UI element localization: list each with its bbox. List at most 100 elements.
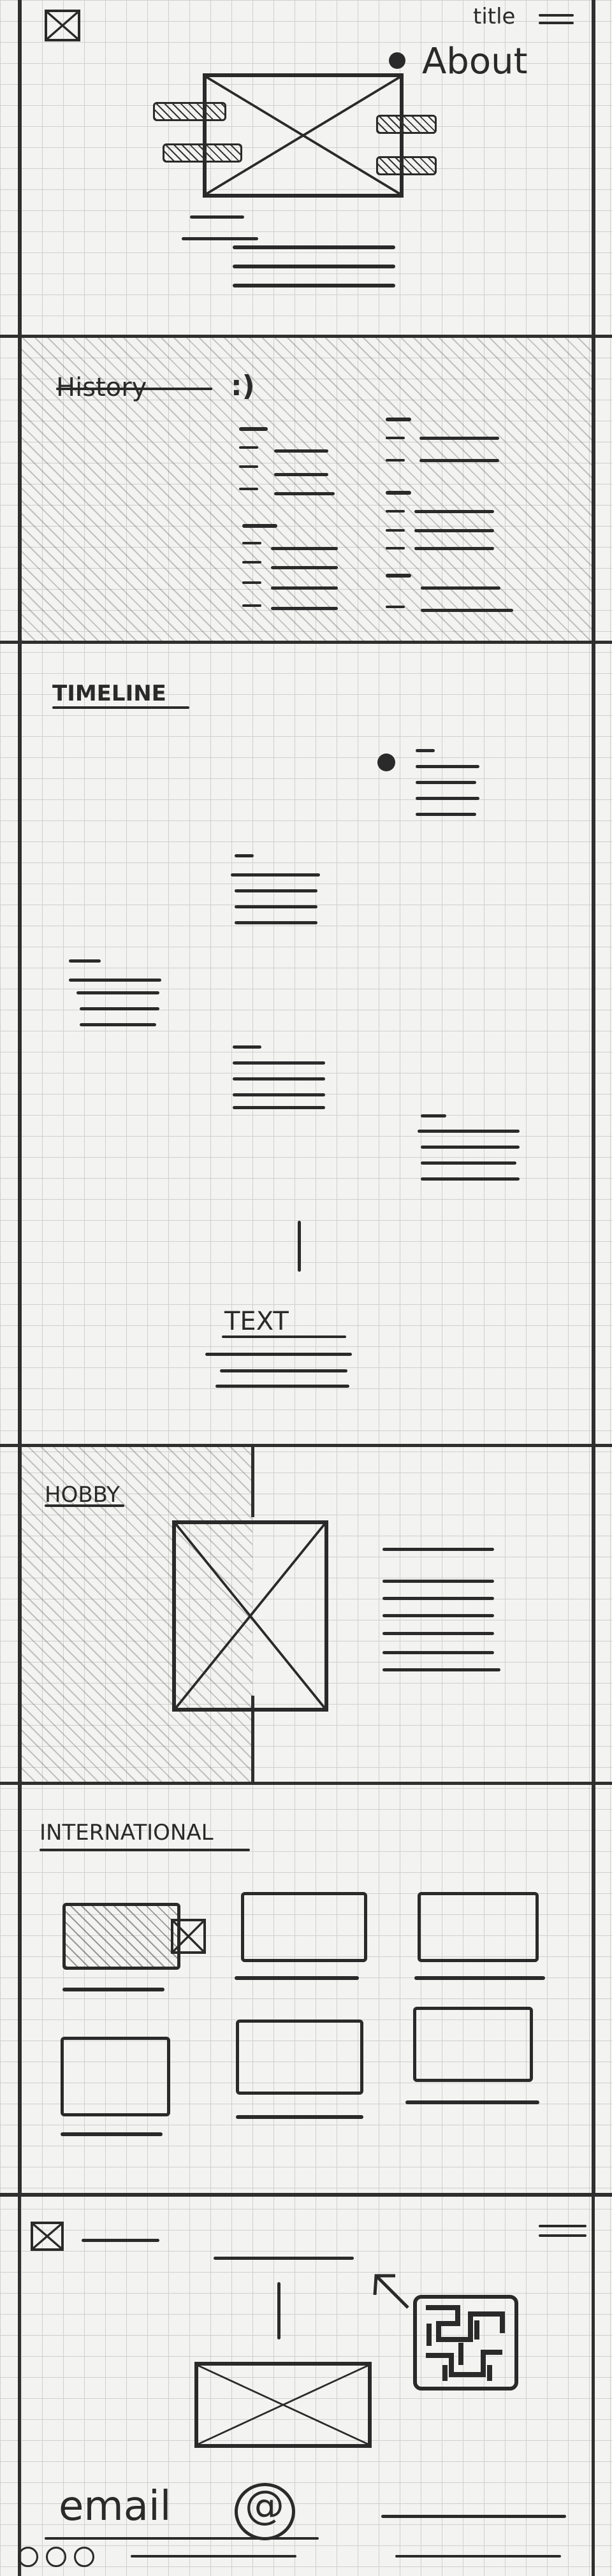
hobby-text-line-2 xyxy=(382,1580,494,1583)
hobby-image xyxy=(172,1520,328,1712)
timeline-event-2-line-4 xyxy=(235,921,317,924)
hobby-text-line-3 xyxy=(382,1597,494,1600)
international-card-6[interactable] xyxy=(413,2007,533,2082)
timeline-event-5-title xyxy=(421,1114,446,1117)
footer-menu-icon-line-1[interactable] xyxy=(539,2225,586,2227)
footer-heading-line xyxy=(214,2257,354,2260)
timeline-event-3-line-1 xyxy=(69,979,161,982)
international-card-6-caption xyxy=(405,2100,539,2104)
hobby-text-line-6 xyxy=(382,1651,494,1654)
history-left-item-8 xyxy=(242,581,261,584)
hero-tag-left-1[interactable] xyxy=(153,102,226,121)
footer-email-input-line[interactable] xyxy=(381,2515,566,2518)
footer-email-label: email xyxy=(59,2483,171,2530)
international-card-4[interactable] xyxy=(61,2037,170,2116)
international-card-1-caption xyxy=(62,1988,164,1991)
history-left-line-6 xyxy=(271,586,338,590)
timeline-event-5-line-4 xyxy=(421,1177,520,1181)
timeline-heading: TIMELINE xyxy=(52,681,166,706)
international-card-2[interactable] xyxy=(241,1892,367,1962)
timeline-event-5-line-2 xyxy=(421,1146,520,1149)
history-right-line-6 xyxy=(421,586,500,590)
timeline-event-4-line-4 xyxy=(233,1106,325,1109)
history-left-line-2 xyxy=(274,473,328,476)
timeline-event-5-line-3 xyxy=(421,1161,516,1165)
footer-social-icon-2[interactable] xyxy=(46,2547,66,2567)
history-right-item-7 xyxy=(386,547,405,549)
hobby-text-line-5 xyxy=(382,1632,494,1635)
history-right-item-1 xyxy=(386,418,411,421)
hero-text-line-2 xyxy=(233,265,395,268)
footer-right-border xyxy=(592,2197,595,2576)
timeline-heading-underline xyxy=(52,706,189,709)
footer-logo-icon[interactable] xyxy=(31,2222,64,2251)
timeline-text-label: TEXT xyxy=(224,1307,289,1336)
international-card-5[interactable] xyxy=(236,2019,363,2095)
timeline-event-1-line-1 xyxy=(416,765,479,768)
footer-social-icon-3[interactable] xyxy=(74,2547,94,2567)
footer-menu-icon-line-2[interactable] xyxy=(539,2234,586,2237)
timeline-event-2-line-3 xyxy=(235,905,317,908)
international-card-3-caption xyxy=(414,1976,545,1980)
history-right-line-4 xyxy=(414,529,494,532)
history-left-line-7 xyxy=(271,607,338,610)
about-bullet-icon xyxy=(389,52,405,69)
frame-left-border xyxy=(18,0,22,2193)
section-divider-3 xyxy=(0,1444,612,1447)
timeline-event-2-line-1 xyxy=(231,873,320,877)
hero-caption-line-1 xyxy=(190,215,244,219)
section-divider-1 xyxy=(0,335,612,338)
footer-underline-3 xyxy=(395,2555,561,2558)
timeline-event-3-line-4 xyxy=(80,1023,156,1026)
section-divider-2 xyxy=(0,641,612,644)
timeline-event-3-line-3 xyxy=(80,1007,159,1010)
timeline-event-4-line-1 xyxy=(233,1061,325,1065)
hero-tag-right-1[interactable] xyxy=(376,115,437,134)
hero-tag-right-2[interactable] xyxy=(376,156,437,175)
international-card-2-caption xyxy=(235,1976,359,1980)
qr-code-icon[interactable] xyxy=(413,2295,518,2390)
international-heading: INTERNATIONAL xyxy=(40,1820,214,1845)
history-left-item-2 xyxy=(239,446,258,449)
history-left-item-4 xyxy=(239,488,258,490)
international-card-1[interactable] xyxy=(62,1903,180,1970)
about-nav-link[interactable]: About xyxy=(422,41,528,82)
title-underline-1 xyxy=(539,14,574,17)
international-card-4-caption xyxy=(61,2132,163,2136)
timeline-event-1-line-4 xyxy=(416,813,476,816)
history-left-item-6 xyxy=(242,542,261,544)
footer-social-icon-1[interactable] xyxy=(18,2547,38,2567)
section-divider-4 xyxy=(0,1782,612,1785)
international-card-1-close-icon[interactable] xyxy=(171,1919,206,1954)
history-right-line-5 xyxy=(414,547,494,550)
history-right-line-7 xyxy=(421,609,513,612)
hero-caption-line-2 xyxy=(182,237,258,240)
international-card-3[interactable] xyxy=(418,1892,539,1962)
hero-text-line-3 xyxy=(233,284,395,287)
hobby-heading-underline xyxy=(45,1504,124,1507)
timeline-event-1-line-3 xyxy=(416,797,479,800)
hobby-heading: HOBBY xyxy=(45,1482,120,1508)
timeline-event-2-line-2 xyxy=(235,889,317,892)
hobby-text-line-1 xyxy=(382,1548,494,1551)
footer-left-border xyxy=(18,2197,21,2576)
history-left-item-7 xyxy=(242,561,261,564)
timeline-text-cursor xyxy=(298,1221,301,1272)
logo-icon[interactable] xyxy=(45,10,80,41)
history-right-item-4 xyxy=(386,491,411,495)
history-right-line-3 xyxy=(414,510,494,513)
history-right-item-5 xyxy=(386,510,405,513)
title-underline-2 xyxy=(539,22,574,24)
history-heading-strike xyxy=(56,388,212,390)
history-left-item-5 xyxy=(242,524,277,528)
hero-tag-left-2[interactable] xyxy=(163,143,242,163)
history-right-item-8 xyxy=(386,574,411,578)
timeline-text-line-2 xyxy=(220,1369,347,1372)
history-left-line-5 xyxy=(271,566,338,569)
history-right-item-6 xyxy=(386,529,405,532)
footer-arrow-icon xyxy=(373,2274,409,2309)
timeline-event-2-title xyxy=(235,854,254,857)
footer-logo-text xyxy=(82,2239,159,2242)
history-right-item-2 xyxy=(386,437,405,439)
